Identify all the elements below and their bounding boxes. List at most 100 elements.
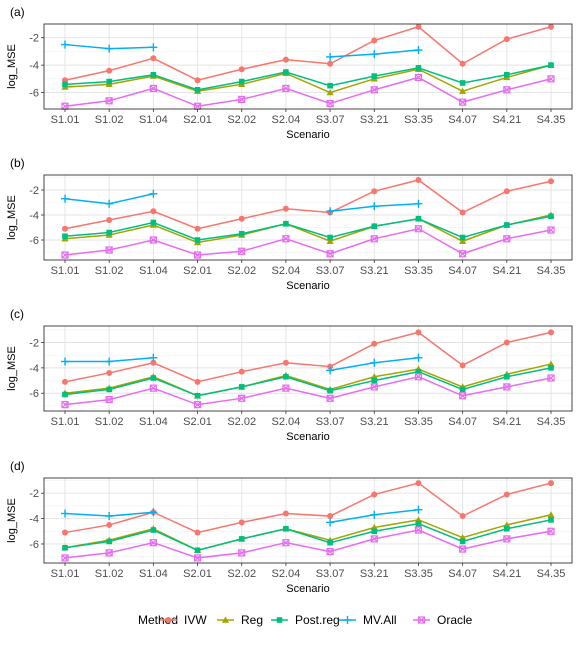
data-point <box>548 480 554 487</box>
x-tick-label: S2.02 <box>227 114 256 126</box>
x-tick-label: S3.21 <box>360 114 389 126</box>
data-point <box>150 55 157 62</box>
data-point <box>414 46 423 55</box>
data-point <box>62 544 68 551</box>
legend-item-mv-all: MV.All <box>339 613 397 627</box>
data-point <box>371 73 378 79</box>
x-tick-label: S4.35 <box>537 568 566 580</box>
data-point <box>326 237 334 244</box>
data-point <box>548 329 554 336</box>
data-point <box>415 65 422 71</box>
series-ivw <box>62 177 554 232</box>
data-point <box>194 77 201 84</box>
data-point <box>149 539 157 547</box>
data-point <box>194 378 201 385</box>
x-tick-label: S3.35 <box>404 568 433 580</box>
x-tick-label: S3.07 <box>316 568 345 580</box>
data-point <box>62 233 68 240</box>
data-point <box>150 527 157 533</box>
x-tick-label: S4.07 <box>448 568 477 580</box>
data-point <box>414 199 423 208</box>
x-tick-label: S1.01 <box>51 568 80 580</box>
x-tick-label: S4.07 <box>448 265 477 277</box>
chart-panel-3: (c) -6 -4 -2 S1.01 S1.02 S1.04 S2.01 S2.02 S2.04 S… <box>6 307 573 443</box>
data-point <box>150 359 157 366</box>
data-point <box>149 236 157 244</box>
data-point <box>503 36 510 43</box>
data-point <box>149 508 158 517</box>
data-point <box>414 225 423 233</box>
x-tick-label: S4.21 <box>492 416 521 428</box>
data-point <box>282 359 289 366</box>
data-point <box>327 513 334 520</box>
data-point <box>238 536 245 542</box>
series-line <box>64 214 552 244</box>
data-point <box>370 358 379 367</box>
series-line <box>64 367 552 397</box>
series-line <box>64 76 552 108</box>
data-point <box>459 362 466 369</box>
data-point <box>194 529 201 536</box>
data-point <box>459 87 467 94</box>
data-point <box>194 225 201 232</box>
data-point <box>150 375 157 381</box>
data-point <box>371 188 378 195</box>
legend-title: Method <box>138 613 178 627</box>
data-point <box>415 329 422 336</box>
x-tick-label: S4.07 <box>448 114 477 126</box>
data-point <box>370 510 379 519</box>
y-tick-label: -6 <box>29 388 39 400</box>
x-tick-label: S1.01 <box>51 265 80 277</box>
data-point <box>504 71 510 78</box>
x-tick-label: S2.04 <box>272 416 301 428</box>
x-tick-label: S3.21 <box>360 416 389 428</box>
data-point <box>414 353 423 362</box>
series-oracle <box>61 526 555 562</box>
data-point <box>105 395 113 404</box>
data-point <box>548 23 554 30</box>
data-point <box>149 189 158 198</box>
y-axis-title: log_MSE <box>6 44 18 89</box>
series-post-reg <box>62 517 554 554</box>
series-ivw <box>62 329 554 385</box>
data-point <box>548 178 554 185</box>
series-oracle <box>61 225 555 259</box>
plot-background <box>44 326 572 411</box>
series-line <box>64 331 552 383</box>
data-point <box>282 84 290 93</box>
data-point <box>326 250 334 258</box>
data-point <box>193 554 202 562</box>
data-point <box>61 251 69 259</box>
x-tick-label: S2.01 <box>183 568 212 580</box>
data-point <box>548 365 554 371</box>
legend-item-post-reg: Post.reg <box>271 613 340 627</box>
data-point <box>326 207 335 216</box>
data-point <box>327 234 333 241</box>
series-line <box>64 514 552 552</box>
data-point <box>371 37 378 44</box>
data-point <box>106 369 113 376</box>
data-point <box>61 554 69 562</box>
series-mv-all <box>61 353 423 375</box>
y-tick-label: -4 <box>29 210 39 222</box>
series-line <box>64 519 552 552</box>
data-point <box>326 518 335 527</box>
x-tick-label: S3.35 <box>404 416 433 428</box>
data-point <box>415 177 422 183</box>
legend-item-oracle: Oracle <box>413 613 473 627</box>
panel-border <box>43 174 573 261</box>
series-line <box>64 64 552 94</box>
data-point <box>503 535 511 543</box>
x-tick-label: S2.04 <box>272 568 301 580</box>
legend-marker <box>276 617 283 623</box>
data-point <box>238 215 245 222</box>
series-line <box>64 375 552 406</box>
data-point <box>282 510 289 517</box>
data-point <box>282 384 290 392</box>
data-point <box>459 98 467 106</box>
data-point <box>547 75 555 83</box>
x-tick-label: S3.35 <box>404 265 433 277</box>
legend-marker <box>343 616 352 624</box>
data-point <box>370 86 378 94</box>
